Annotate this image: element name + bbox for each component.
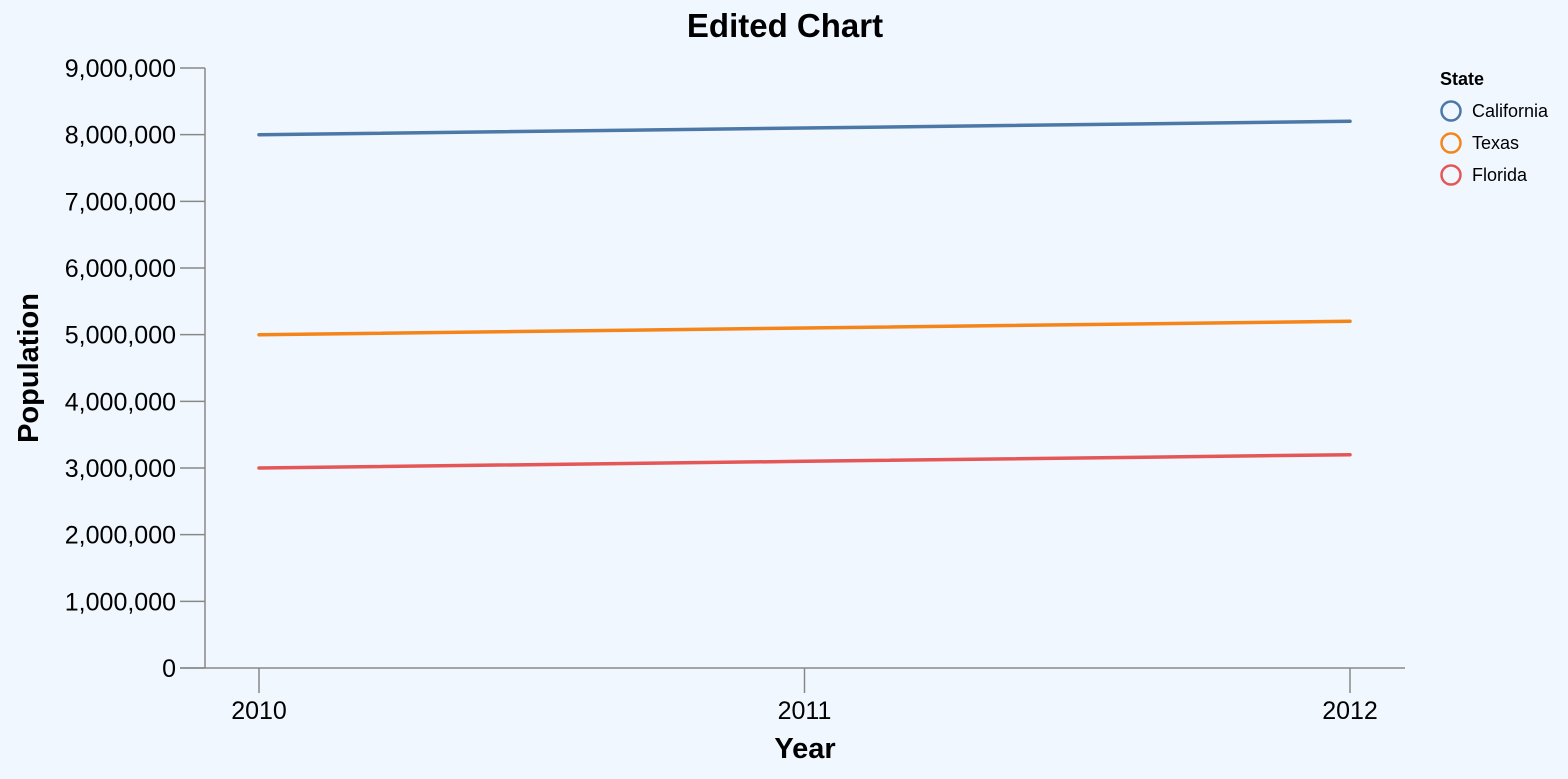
legend-item-california[interactable]: California	[1440, 100, 1550, 122]
y-axis: 0 1,000,000 2,000,000 3,000,000 4,000,000 5,0…	[65, 55, 206, 683]
y-tick-label: 6,000,000	[65, 255, 176, 283]
legend-title: State	[1440, 69, 1484, 89]
x-axis: 2010 2011 2012	[180, 667, 1405, 725]
y-axis-title: Population	[13, 293, 45, 443]
legend-label: California	[1472, 101, 1549, 121]
y-tick-label: 3,000,000	[65, 455, 176, 483]
legend-symbol	[1440, 164, 1462, 186]
legend-item-florida[interactable]: Florida	[1440, 164, 1529, 186]
y-tick-label: 9,000,000	[65, 55, 176, 83]
x-axis-title: Year	[774, 733, 835, 765]
y-tick-label: 2,000,000	[65, 522, 176, 550]
legend-item-texas[interactable]: Texas	[1440, 132, 1520, 154]
y-tick-label: 4,000,000	[65, 388, 176, 416]
legend-label: Florida	[1472, 165, 1528, 185]
x-tick-label: 2010	[231, 697, 287, 725]
series-line-texas	[257, 319, 1352, 337]
x-tick-label: 2011	[778, 697, 832, 725]
x-tick-label: 2012	[1322, 697, 1378, 725]
y-tick-label: 5,000,000	[65, 322, 176, 350]
chart-title: Edited Chart	[687, 7, 883, 44]
series-line-california	[257, 119, 1352, 137]
legend: State California Texas Florida	[1440, 69, 1550, 186]
legend-symbol	[1440, 132, 1462, 154]
y-tick-label: 8,000,000	[65, 122, 176, 150]
series-line-florida	[257, 452, 1352, 470]
legend-symbol	[1440, 100, 1462, 122]
y-tick-label: 7,000,000	[65, 188, 176, 216]
series-layer	[257, 119, 1352, 470]
y-tick-label: 1,000,000	[65, 588, 176, 616]
legend-items: California Texas Florida	[1440, 100, 1550, 186]
legend-label: Texas	[1472, 133, 1519, 153]
y-tick-label: 0	[162, 655, 176, 683]
